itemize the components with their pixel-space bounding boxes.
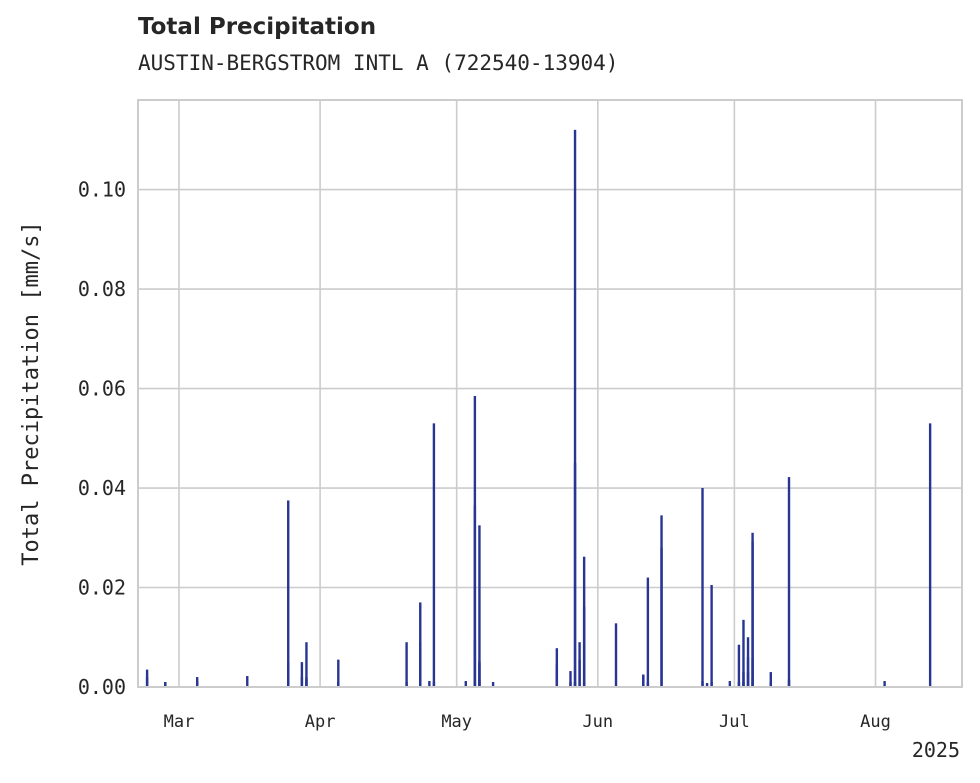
x-axis: Mar Apr May Jun Jul Aug <box>164 712 891 732</box>
precipitation-bar <box>582 682 586 687</box>
precipitation-bar <box>195 681 199 687</box>
x-tick-label: Mar <box>164 712 195 732</box>
precipitation-bar <box>464 681 467 687</box>
precipitation-bar <box>769 682 772 687</box>
precipitation-bar <box>737 644 741 687</box>
bars <box>145 129 932 687</box>
precipitation-bar <box>473 395 477 687</box>
precipitation-bar <box>646 577 650 687</box>
precipitation-bar <box>405 642 408 687</box>
precipitation-bar <box>769 672 772 687</box>
precipitation-bar <box>145 669 149 687</box>
y-tick-label: 0.00 <box>78 675 126 699</box>
precipitation-bar <box>473 639 477 687</box>
precipitation-bar <box>405 682 408 687</box>
precipitation-bar <box>432 682 436 687</box>
precipitation-bar <box>742 619 745 687</box>
precipitation-bar <box>746 657 750 687</box>
y-axis: 0.00 0.02 0.04 0.06 0.08 0.10 <box>78 178 126 699</box>
precipitation-bar <box>478 525 481 687</box>
y-tick-label: 0.08 <box>78 277 126 301</box>
chart-title: Total Precipitation <box>138 14 377 40</box>
precipitation-bar <box>555 664 559 687</box>
precipitation-bar <box>573 129 577 687</box>
precipitation-bar <box>928 423 932 687</box>
precipitation-bar <box>705 683 709 687</box>
precipitation-bar <box>642 674 645 687</box>
y-tick-label: 0.04 <box>78 476 126 500</box>
x-axis-year-label: 2025 <box>912 738 960 762</box>
y-tick-label: 0.02 <box>78 576 126 600</box>
precipitation-bar <box>787 679 791 687</box>
precipitation-bar <box>478 679 481 687</box>
x-tick-label: Aug <box>860 712 891 732</box>
precipitation-bar <box>578 642 581 687</box>
precipitation-bar <box>701 681 704 687</box>
precipitation-bar <box>300 677 304 687</box>
precipitation-bar <box>491 682 495 687</box>
precipitation-bar <box>737 682 741 687</box>
precipitation-bar <box>646 682 650 687</box>
x-tick-label: Jul <box>719 712 750 732</box>
precipitation-bar <box>573 682 577 687</box>
precipitation-bar <box>337 659 340 687</box>
precipitation-bar <box>428 681 431 687</box>
precipitation-bar <box>337 682 340 687</box>
x-tick-label: May <box>441 712 472 732</box>
precipitation-bar <box>287 662 290 687</box>
precipitation-bar <box>710 585 713 687</box>
precipitation-bar <box>305 642 308 687</box>
precipitation-bar <box>751 541 754 687</box>
precipitation-bar <box>300 662 304 687</box>
y-tick-label: 0.10 <box>78 178 126 202</box>
precipitation-bar <box>419 602 422 687</box>
precipitation-bar <box>432 423 436 687</box>
precipitation-bar <box>751 658 754 687</box>
precipitation-bar <box>787 477 791 687</box>
x-tick-label: Apr <box>305 712 336 732</box>
chart-subtitle: AUSTIN-BERGSTROM INTL A (722540-13904) <box>138 51 619 75</box>
grid-lines <box>138 100 962 688</box>
precipitation-bar <box>883 681 886 687</box>
precipitation-bar <box>478 663 481 687</box>
plot-frame <box>137 99 963 688</box>
precipitation-bar <box>246 676 249 687</box>
precipitation-bar <box>701 488 704 687</box>
y-tick-label: 0.06 <box>78 377 126 401</box>
precipitation-bar <box>305 679 308 687</box>
precipitation-bar <box>710 682 713 687</box>
precipitation-bar <box>728 681 732 687</box>
precipitation-bar <box>742 672 745 687</box>
precipitation-bar <box>287 500 290 687</box>
x-tick-label: Jun <box>582 712 613 732</box>
precipitation-bar <box>569 671 572 687</box>
precipitation-bar <box>660 547 663 687</box>
precipitation-bar <box>573 463 577 687</box>
precipitation-bar <box>164 682 167 687</box>
precipitation-bar <box>582 556 586 687</box>
precipitation-bar <box>614 623 618 687</box>
y-axis-label: Total Precipitation [mm/s] <box>19 221 44 565</box>
